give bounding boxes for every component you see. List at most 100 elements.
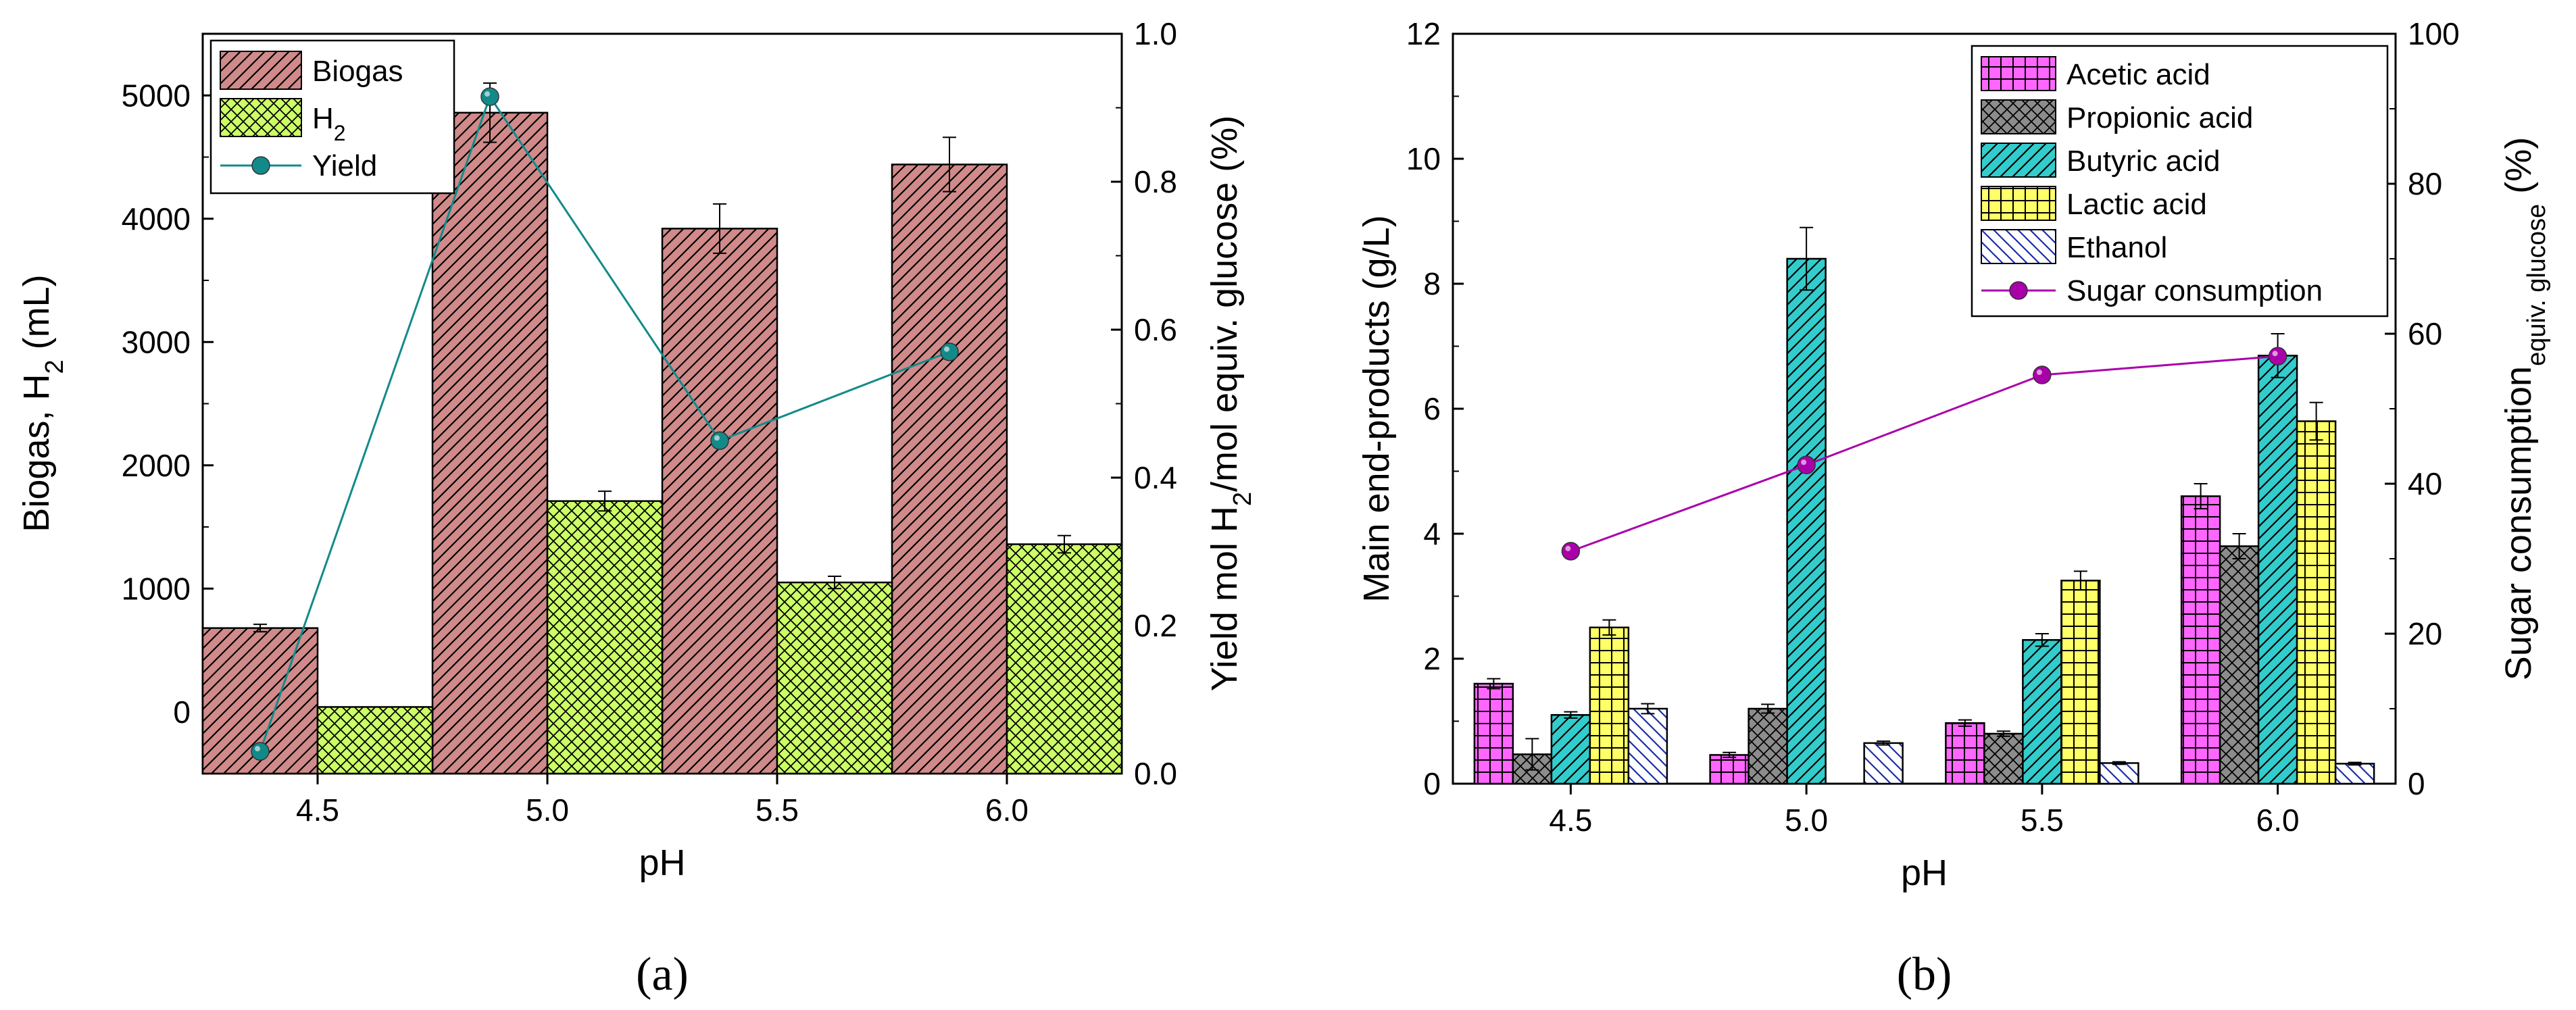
- legend-item-lactic-acid: Lactic acid: [1981, 186, 2207, 221]
- bar-butyric-acid-6-0: [2257, 355, 2298, 785]
- left-tick-label: 1000: [122, 571, 191, 606]
- error-bar-h2-5-5: [828, 576, 841, 590]
- point-highlight: [485, 91, 490, 97]
- point-highlight: [1565, 545, 1571, 551]
- bar-ethanol-5-5: [2099, 762, 2139, 785]
- legend-label: Acetic acid: [2066, 58, 2210, 91]
- error-bar-h2-6-0: [1058, 534, 1071, 554]
- bar-acetic-acid-6-0: [2180, 495, 2221, 785]
- error-bar-ethanol-4-5: [1641, 703, 1655, 715]
- legend-label: Butyric acid: [2066, 145, 2220, 178]
- error-bar-propionic-acid-4-5: [1525, 738, 1539, 771]
- left-tick-label: 3000: [122, 324, 191, 359]
- point-sugar-consumption-5-5: [2033, 365, 2052, 384]
- y-axis-label-left: Main end-products (g/L): [1356, 215, 1397, 602]
- legend-swatch: [1981, 186, 2056, 221]
- error-bar-propionic-acid-5-5: [1996, 730, 2010, 737]
- line-sugar-consumption: [1570, 355, 2278, 553]
- bar-ethanol-6-0: [2334, 763, 2375, 785]
- legend-item-acetic-acid: Acetic acid: [1981, 56, 2210, 91]
- bar-lactic-acid-6-0: [2296, 420, 2337, 785]
- error-bar-biogas-6-0: [943, 136, 956, 193]
- error-bar-ethanol-5-0: [1877, 740, 1891, 746]
- right-tick-label: 0.4: [1134, 460, 1177, 495]
- error-bar-propionic-acid-6-0: [2232, 533, 2246, 559]
- legend-label: Sugar consumption: [2066, 274, 2323, 307]
- right-tick-label: 60: [2408, 316, 2442, 351]
- legend-label: Biogas: [312, 55, 403, 88]
- x-tick-label-4-5: 4.5: [296, 792, 339, 828]
- bar-lactic-acid-5-5: [2060, 580, 2101, 785]
- legend-marker: [2009, 281, 2028, 300]
- chart-panel-b: 0 2 4 6 8 10 12 0 20 40 60 80 100 4.5 5.0 5.5 6.0 pH (b) Ac…: [1356, 16, 2551, 1001]
- error-bar-butyric-acid-5-5: [2035, 633, 2049, 647]
- x-axis-label: pH: [639, 842, 685, 883]
- point-highlight: [255, 746, 260, 752]
- line-yield: [259, 94, 950, 752]
- x-tick-label-6-0: 6.0: [985, 792, 1029, 828]
- legend-item-yield: Yield: [220, 149, 377, 182]
- bar-propionic-acid-5-0: [1748, 707, 1788, 785]
- legend-item-ethanol: Ethanol: [1981, 229, 2167, 264]
- bar-ethanol-4-5: [1627, 707, 1668, 785]
- left-tick-label: 6: [1423, 391, 1441, 426]
- point-sugar-consumption-6-0: [2268, 347, 2287, 366]
- right-tick-label: 100: [2408, 16, 2460, 51]
- x-axis-label: pH: [1901, 853, 1948, 893]
- legend-swatch: [1981, 56, 2056, 91]
- bar-biogas-5-5: [661, 228, 778, 775]
- error-bar-ethanol-6-0: [2348, 761, 2362, 766]
- left-tick-label: 2: [1423, 641, 1441, 676]
- point-highlight: [944, 346, 949, 352]
- left-tick-label: 2000: [122, 448, 191, 483]
- legend-label: Propionic acid: [2066, 101, 2253, 134]
- legend-label: Ethanol: [2066, 231, 2167, 264]
- bar-butyric-acid-4-5: [1550, 714, 1591, 785]
- x-tick-label-5-0: 5.0: [1785, 803, 1828, 838]
- y-axis-label-left: Biogas, H2 (mL): [16, 274, 69, 532]
- left-tick-label: 5000: [122, 78, 191, 113]
- point-yield-4-5: [251, 742, 270, 761]
- y-axis-label-right: Sugar consumptionequiv. glucose (%): [2498, 137, 2551, 680]
- legend-swatch: [220, 98, 302, 137]
- left-tick-label: 4000: [122, 201, 191, 236]
- right-tick-label: 0.6: [1134, 312, 1177, 347]
- x-tick-label-5-5: 5.5: [2021, 803, 2064, 838]
- legend-item-butyric-acid: Butyric acid: [1981, 143, 2220, 178]
- error-bar-h2-5-0: [598, 490, 612, 512]
- bar-ethanol-5-0: [1863, 742, 1904, 785]
- right-tick-label: 0.2: [1134, 608, 1177, 643]
- right-tick-label: 80: [2408, 166, 2442, 201]
- left-tick-label: 0: [173, 695, 191, 730]
- legend-swatch: [1981, 229, 2056, 264]
- legend-item-propionic-acid: Propionic acid: [1981, 99, 2253, 134]
- bar-biogas-5-0: [431, 111, 549, 775]
- bar-h2-5-5: [776, 581, 893, 775]
- legend: Acetic acid Propionic acid Butyric acid Lac…: [1971, 45, 2389, 318]
- bar-propionic-acid-6-0: [2219, 545, 2260, 785]
- left-tick-label: 0: [1423, 766, 1441, 801]
- bar-acetic-acid-5-0: [1709, 754, 1750, 785]
- x-tick-label-4-5: 4.5: [1549, 803, 1592, 838]
- y-axis-label-right: Yield mol H2/mol equiv. glucose (%): [1204, 116, 1257, 691]
- right-tick-label: 0: [2408, 766, 2425, 801]
- point-yield-6-0: [940, 343, 959, 361]
- right-tick-label: 0.0: [1134, 756, 1177, 791]
- point-yield-5-5: [710, 431, 729, 450]
- point-sugar-consumption-4-5: [1561, 542, 1581, 561]
- panel-label: (a): [636, 949, 689, 1001]
- right-tick-label: 1.0: [1134, 16, 1177, 51]
- error-bar-butyric-acid-4-5: [1564, 711, 1578, 719]
- bar-butyric-acid-5-5: [2022, 639, 2062, 785]
- legend-label: Yield: [312, 149, 377, 182]
- point-highlight: [2272, 351, 2278, 357]
- bar-lactic-acid-4-5: [1589, 626, 1630, 785]
- legend-label: Lactic acid: [2066, 188, 2207, 221]
- bar-h2-4-5: [316, 706, 434, 775]
- error-bar-biogas-4-5: [253, 624, 267, 633]
- right-tick-label: 40: [2408, 466, 2442, 501]
- error-bar-ethanol-5-5: [2112, 761, 2126, 765]
- chart-panel-a: 0 1000 2000 3000 4000 5000 0.0 0.2 0.4 0.6 0.8 1.0 4…: [16, 16, 1257, 1001]
- legend-item-sugar-consumption: Sugar consumption: [1981, 274, 2323, 307]
- bar-butyric-acid-5-0: [1786, 257, 1827, 785]
